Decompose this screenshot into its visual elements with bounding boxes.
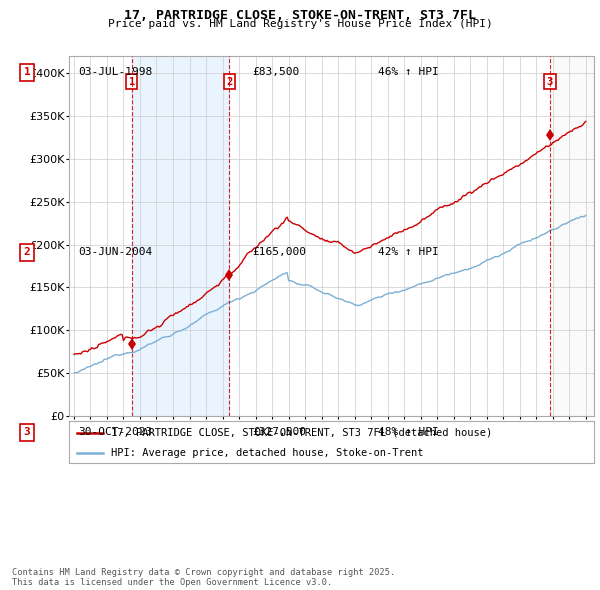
Text: 30-OCT-2023: 30-OCT-2023 <box>78 427 152 437</box>
Bar <box>550 56 594 416</box>
Text: 42% ↑ HPI: 42% ↑ HPI <box>378 247 439 257</box>
Text: Price paid vs. HM Land Registry's House Price Index (HPI): Price paid vs. HM Land Registry's House … <box>107 19 493 30</box>
Text: 3: 3 <box>23 427 31 437</box>
Text: 17, PARTRIDGE CLOSE, STOKE-ON-TRENT, ST3 7FL: 17, PARTRIDGE CLOSE, STOKE-ON-TRENT, ST3… <box>124 9 476 22</box>
Text: 48% ↑ HPI: 48% ↑ HPI <box>378 427 439 437</box>
Text: 1: 1 <box>23 67 31 77</box>
Bar <box>550 56 594 416</box>
Text: Contains HM Land Registry data © Crown copyright and database right 2025.
This d: Contains HM Land Registry data © Crown c… <box>12 568 395 587</box>
Text: 03-JUL-1998: 03-JUL-1998 <box>78 67 152 77</box>
Text: £83,500: £83,500 <box>252 67 299 77</box>
Text: 2: 2 <box>226 77 233 87</box>
Bar <box>132 56 229 416</box>
Text: 2: 2 <box>23 247 31 257</box>
Text: 46% ↑ HPI: 46% ↑ HPI <box>378 67 439 77</box>
Text: 17, PARTRIDGE CLOSE, STOKE-ON-TRENT, ST3 7FL (detached house): 17, PARTRIDGE CLOSE, STOKE-ON-TRENT, ST3… <box>111 428 492 438</box>
Text: 1: 1 <box>128 77 135 87</box>
Text: 3: 3 <box>547 77 553 87</box>
Text: 03-JUN-2004: 03-JUN-2004 <box>78 247 152 257</box>
Text: £165,000: £165,000 <box>252 247 306 257</box>
Text: £327,500: £327,500 <box>252 427 306 437</box>
Text: HPI: Average price, detached house, Stoke-on-Trent: HPI: Average price, detached house, Stok… <box>111 448 424 457</box>
